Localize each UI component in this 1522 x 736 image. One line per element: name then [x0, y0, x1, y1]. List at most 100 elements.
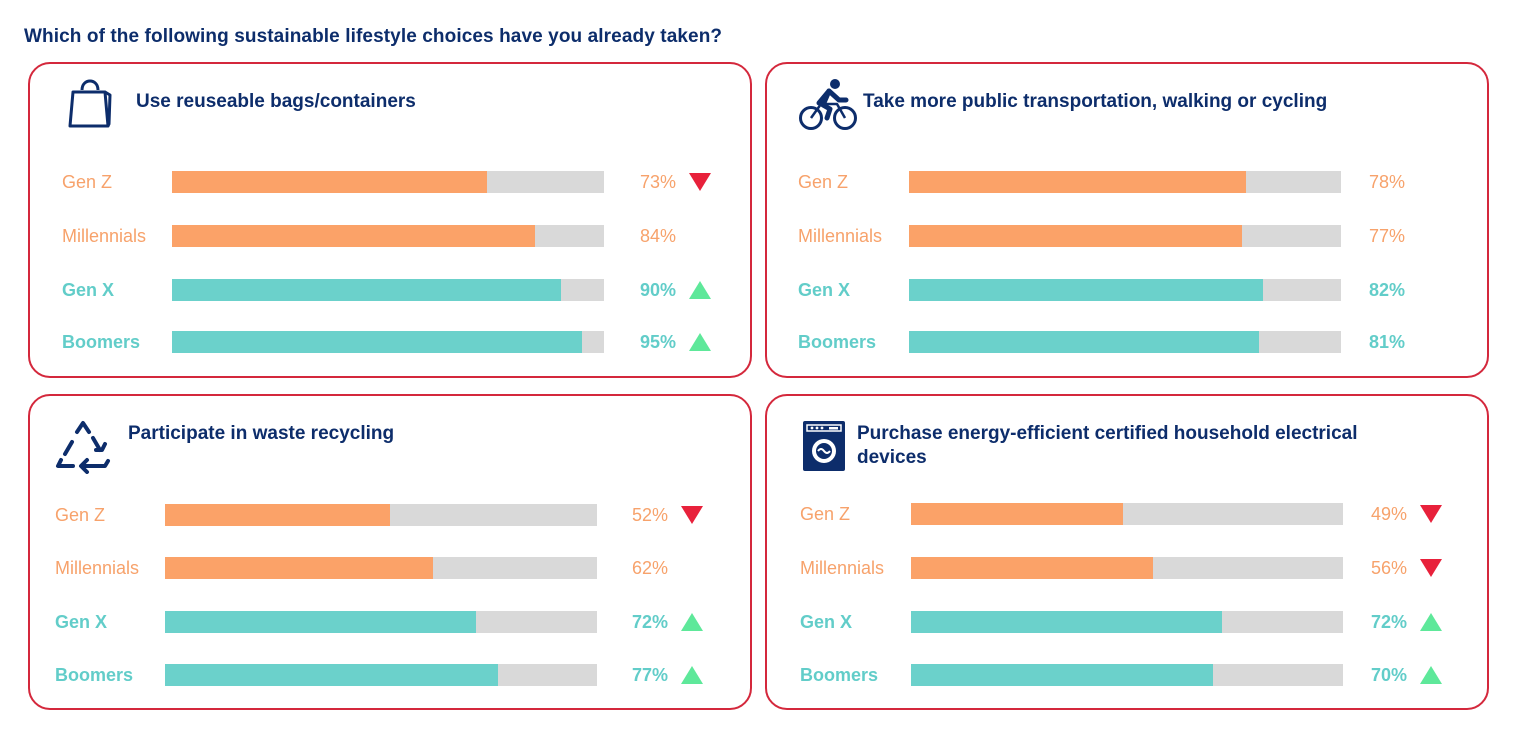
category-label: Millennials	[55, 558, 140, 578]
trend-up-icon	[688, 279, 712, 301]
bar	[172, 225, 535, 247]
bar-row-gen-z: Gen Z 78%	[767, 170, 1487, 194]
category-label: Gen X	[55, 612, 108, 632]
bar-row-millennials: Millennials 56%	[767, 556, 1487, 580]
chart-panel-4: Purchase energy-efficient certified hous…	[765, 394, 1489, 710]
value-label: 49%	[1371, 504, 1408, 524]
category-label: Gen Z	[62, 172, 113, 192]
value-label: 84%	[640, 226, 677, 246]
bar-track	[172, 331, 604, 353]
category-label: Millennials	[800, 558, 885, 578]
category-label: Boomers	[800, 665, 879, 685]
value-label: 90%	[640, 280, 677, 300]
bar	[909, 331, 1259, 353]
value-label: 95%	[640, 332, 677, 352]
bar-row-boomers: Boomers 77%	[30, 663, 750, 687]
bar	[165, 504, 390, 526]
trend-up-icon	[680, 611, 704, 633]
bar-row-gen-z: Gen Z 52%	[30, 503, 750, 527]
category-label: Gen X	[800, 612, 853, 632]
bar-row-gen-z: Gen Z 73%	[30, 170, 750, 194]
chart-title: Purchase energy-efficient certified hous…	[857, 423, 1358, 468]
bar-row-boomers: Boomers 81%	[767, 330, 1487, 354]
category-label: Gen Z	[800, 504, 851, 524]
cyclist-icon	[799, 78, 857, 132]
bar-row-gen-x: Gen X 90%	[30, 278, 750, 302]
value-label: 52%	[632, 505, 669, 525]
trend-up-icon	[1419, 664, 1443, 686]
bar	[172, 171, 488, 193]
bar-row-boomers: Boomers 70%	[767, 663, 1487, 687]
bar	[172, 279, 561, 301]
bar	[911, 557, 1153, 579]
bar-row-gen-z: Gen Z 49%	[767, 502, 1487, 526]
value-label: 62%	[632, 558, 669, 578]
category-label: Millennials	[62, 226, 147, 246]
bar-row-millennials: Millennials 62%	[30, 556, 750, 580]
bar	[165, 557, 433, 579]
category-label: Millennials	[798, 226, 883, 246]
bar	[909, 225, 1242, 247]
shopping-bag-icon	[68, 74, 112, 132]
bar-row-gen-x: Gen X 72%	[30, 610, 750, 634]
chart-panel-2: Take more public transportation, walking…	[765, 62, 1489, 378]
recycle-icon	[55, 420, 111, 474]
category-label: Boomers	[798, 332, 877, 352]
bar-row-boomers: Boomers 95%	[30, 330, 750, 354]
trend-up-icon	[680, 664, 704, 686]
bar	[911, 611, 1223, 633]
category-label: Boomers	[55, 665, 134, 685]
bar-track	[909, 225, 1341, 247]
bar	[172, 331, 583, 353]
trend-down-icon	[1419, 503, 1443, 525]
value-label: 81%	[1369, 332, 1406, 352]
chart-panel-1: Use reuseable bags/containers Gen Z 73% Mil…	[28, 62, 752, 378]
bar-track	[172, 225, 604, 247]
trend-up-icon	[1419, 611, 1443, 633]
bar	[911, 503, 1123, 525]
bar-track	[911, 503, 1343, 525]
chart-title: Take more public transportation, walking…	[863, 91, 1328, 112]
bar	[165, 611, 477, 633]
trend-down-icon	[680, 504, 704, 526]
value-label: 70%	[1371, 665, 1408, 685]
value-label: 56%	[1371, 558, 1408, 578]
bar-track	[911, 557, 1343, 579]
bar-row-millennials: Millennials 77%	[767, 224, 1487, 248]
trend-down-icon	[1419, 557, 1443, 579]
value-label: 72%	[632, 612, 669, 632]
bar-track	[909, 331, 1341, 353]
category-label: Boomers	[62, 332, 141, 352]
bar-track	[909, 171, 1341, 193]
bar-track	[165, 557, 597, 579]
bar-track	[909, 279, 1341, 301]
bar-row-gen-x: Gen X 82%	[767, 278, 1487, 302]
page-title: Which of the following sustainable lifes…	[24, 26, 723, 47]
category-label: Gen Z	[798, 172, 849, 192]
value-label: 77%	[1369, 226, 1406, 246]
value-label: 82%	[1369, 280, 1406, 300]
bar-track	[911, 664, 1343, 686]
chart-panel-3: Participate in waste recycling Gen Z 52% Mi…	[28, 394, 752, 710]
bar-track	[172, 279, 604, 301]
value-label: 72%	[1371, 612, 1408, 632]
bar-row-millennials: Millennials 84%	[30, 224, 750, 248]
bar	[909, 279, 1264, 301]
category-label: Gen Z	[55, 505, 106, 525]
value-label: 78%	[1369, 172, 1406, 192]
trend-up-icon	[688, 331, 712, 353]
value-label: 77%	[632, 665, 669, 685]
trend-down-icon	[688, 171, 712, 193]
bar-track	[165, 611, 597, 633]
washing-machine-icon	[802, 420, 846, 472]
value-label: 73%	[640, 172, 677, 192]
bar-track	[911, 611, 1343, 633]
bar	[165, 664, 498, 686]
bar	[909, 171, 1246, 193]
bar	[911, 664, 1214, 686]
category-label: Gen X	[62, 280, 115, 300]
chart-title: Participate in waste recycling	[128, 423, 395, 444]
category-label: Gen X	[798, 280, 851, 300]
bar-track	[172, 171, 604, 193]
bar-track	[165, 664, 597, 686]
